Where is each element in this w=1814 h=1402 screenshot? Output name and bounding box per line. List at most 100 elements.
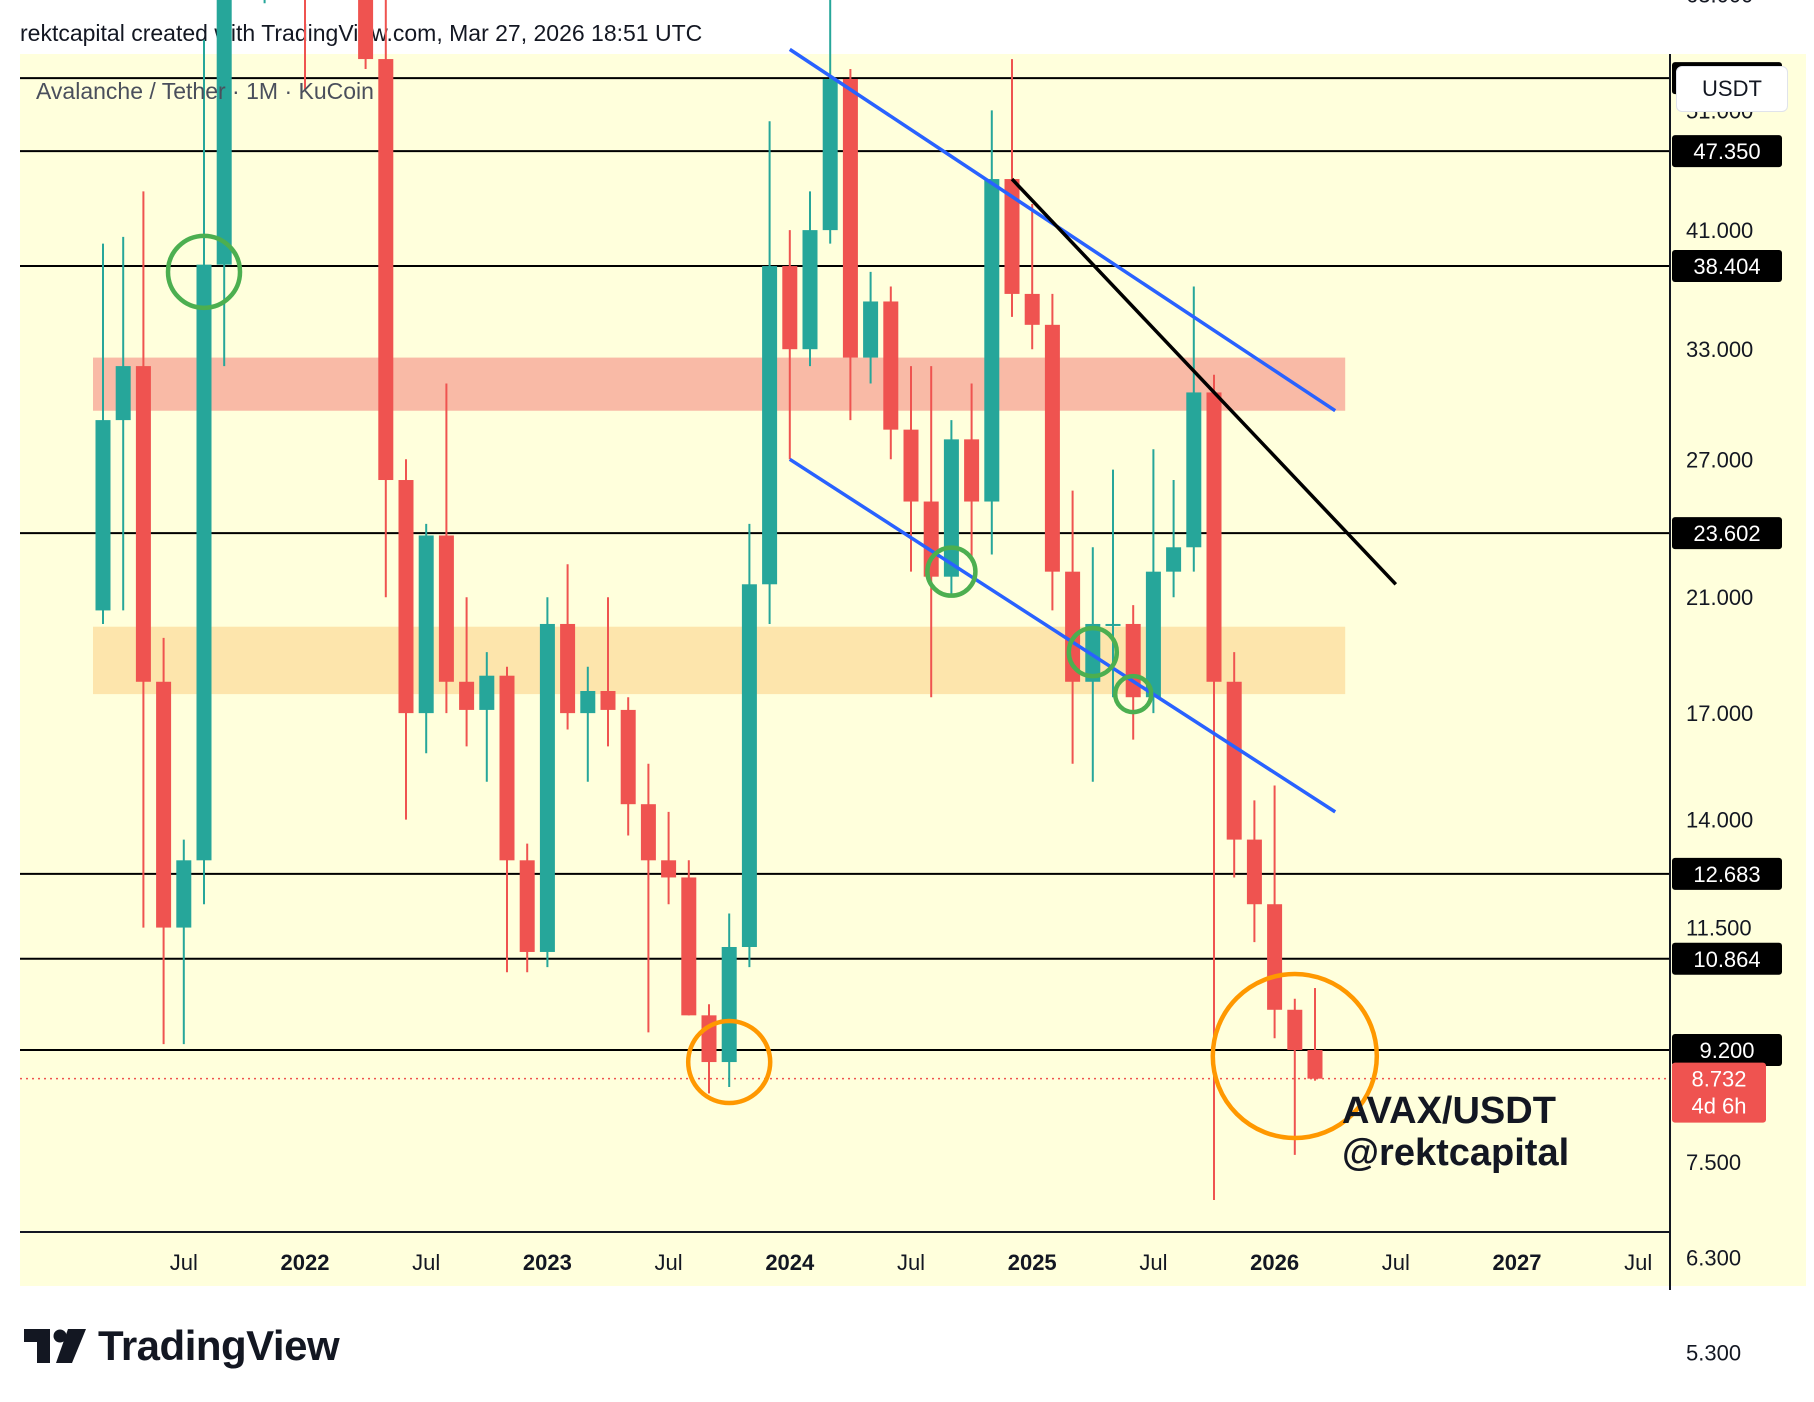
candle-body [95, 420, 111, 611]
candle [802, 191, 818, 367]
candle-body [984, 179, 1000, 502]
price-ticks: 110.00090.00075.00063.00051.00041.00033.… [1686, 0, 1753, 1366]
circle-2023-10 [685, 1018, 773, 1106]
price-tick-label: 7.500 [1686, 1150, 1741, 1175]
candle-body [156, 681, 172, 928]
tradingview-logo[interactable]: TradingView [24, 1322, 340, 1370]
circle-2026-02 [1210, 971, 1380, 1141]
candle [721, 913, 737, 1088]
level-label: 38.404 [1672, 250, 1782, 283]
candle-body [822, 79, 838, 231]
candle [304, 0, 306, 90]
candle-body [1044, 324, 1060, 572]
candle [1307, 988, 1323, 1081]
currency-button[interactable]: USDT [1676, 66, 1788, 112]
time-tick-label: 2027 [1493, 1250, 1542, 1275]
price-tick-label: 41.000 [1686, 218, 1753, 243]
time-tick-label: Jul [1624, 1250, 1652, 1275]
candle [842, 68, 858, 421]
candle [1004, 59, 1020, 317]
level-label-box [1672, 1034, 1782, 1066]
price-tick-label: 11.500 [1686, 916, 1752, 941]
candle [479, 652, 495, 782]
time-tick-label: Jul [170, 1250, 198, 1275]
level-label-text: 9.200 [1699, 1038, 1754, 1063]
trendlines-layer [788, 47, 1398, 814]
candle [984, 110, 1000, 555]
time-tick-label: 2024 [765, 1250, 815, 1275]
candle [580, 666, 596, 782]
level-label: 12.683 [1672, 857, 1782, 890]
time-tick-label: 2023 [523, 1250, 572, 1275]
price-tick-label: 21.000 [1686, 585, 1753, 610]
candle [640, 763, 656, 1033]
level-label: 23.602 [1672, 517, 1782, 550]
time-tick-label: Jul [412, 1250, 440, 1275]
candle [1044, 293, 1060, 611]
candle [1145, 449, 1161, 714]
candle-body [964, 439, 980, 502]
watermark-pair: AVAX/USDT [1342, 1090, 1556, 1132]
author-watermark: AVAX/USDT @rektcapital [1342, 1090, 1569, 1174]
candle [499, 666, 515, 973]
candle [600, 597, 616, 747]
price-tick-label: 14.000 [1686, 808, 1753, 833]
black-trendline [1010, 177, 1398, 586]
candle-body [418, 535, 434, 714]
level-label-box [1672, 517, 1782, 550]
time-tick-label: 2022 [281, 1250, 330, 1275]
candle-body [1226, 681, 1242, 840]
candle [459, 597, 475, 747]
candle [883, 286, 899, 460]
level-label-text: 47.350 [1693, 139, 1760, 164]
level-label-box [1672, 857, 1782, 890]
candle [943, 420, 959, 598]
candle [1226, 652, 1242, 878]
candle-body [216, 0, 232, 265]
candle-body [459, 681, 475, 710]
candle-body [176, 860, 192, 928]
candle-body [560, 623, 576, 714]
candle [1105, 469, 1121, 698]
candle-body [539, 623, 555, 952]
circle-2021 [165, 233, 243, 311]
time-tick-label: Jul [1382, 1250, 1410, 1275]
level-label-text: 23.602 [1693, 521, 1760, 546]
candle [1065, 490, 1081, 764]
candle-body [519, 860, 535, 952]
candle [418, 523, 434, 754]
level-label: 10.864 [1672, 942, 1782, 975]
candle [539, 597, 555, 968]
candle-body [802, 230, 818, 350]
level-label: 47.350 [1672, 135, 1782, 168]
price-tick-label: 17.000 [1686, 701, 1753, 726]
candle [358, 0, 374, 69]
circles-layer [165, 233, 1380, 1141]
time-tick-label: Jul [1139, 1250, 1167, 1275]
candle-body [1267, 904, 1283, 1010]
candle [701, 1004, 717, 1094]
candle-body [115, 366, 131, 421]
candle-body [1004, 179, 1020, 294]
candle [1246, 800, 1262, 943]
candle-body [681, 877, 697, 1016]
candle-body [135, 366, 151, 682]
candle-body [721, 946, 737, 1063]
candle [964, 383, 980, 560]
candle [620, 697, 636, 836]
candle [1166, 480, 1182, 598]
candle-body [1287, 1009, 1303, 1050]
candle [156, 637, 172, 1045]
time-tick-label: Jul [897, 1250, 925, 1275]
current-price-box [1672, 1062, 1766, 1123]
price-tick-label: 63.000 [1686, 0, 1753, 7]
candle [560, 564, 576, 730]
price-tick-label: 27.000 [1686, 447, 1753, 472]
candle [741, 523, 757, 968]
tradingview-logo-icon [24, 1329, 86, 1363]
candle [115, 236, 131, 611]
candle [782, 230, 798, 460]
candle-body [438, 535, 454, 682]
